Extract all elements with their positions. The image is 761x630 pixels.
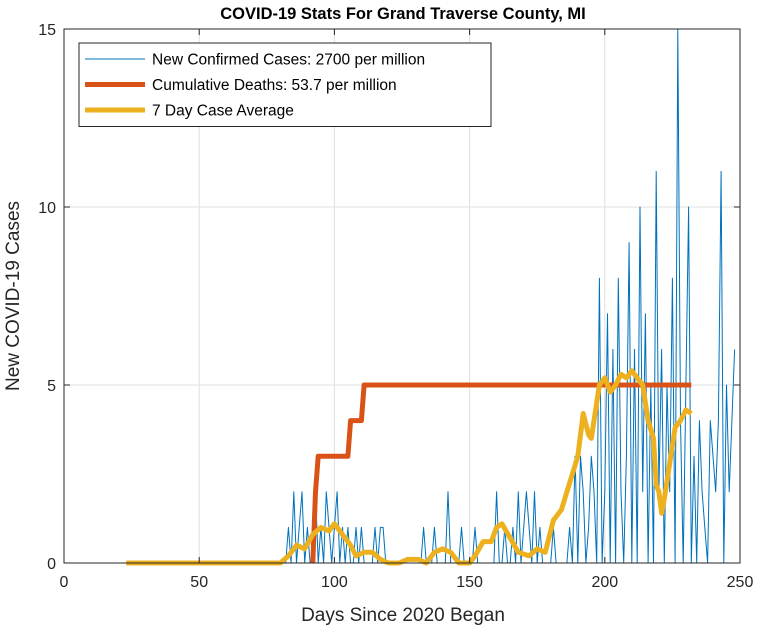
chart-title: COVID-19 Stats For Grand Traverse County… — [220, 5, 586, 23]
legend-label-2: Cumulative Deaths: 53.7 per million — [152, 77, 397, 94]
series-line-3 — [126, 368, 693, 566]
axes-box — [63, 28, 741, 564]
x-tick-label: 0 — [60, 574, 69, 591]
legend: New Confirmed Cases: 2700 per million Cum… — [78, 42, 492, 127]
axes: 0 50 100 150 200 250 0 5 10 15 — [38, 22, 753, 591]
legend-label-3: 7 Day Case Average — [152, 103, 294, 120]
y-tick-label: 0 — [47, 556, 56, 573]
x-tick-label: 200 — [591, 574, 618, 591]
x-axis-label: Days Since 2020 Began — [301, 605, 505, 626]
y-tick-label: 5 — [47, 378, 56, 395]
x-tick-label: 100 — [321, 574, 348, 591]
legend-box — [78, 42, 492, 127]
x-tick-label: 50 — [190, 574, 208, 591]
series-line-2 — [310, 382, 692, 564]
x-tick-label: 250 — [727, 574, 754, 591]
legend-label-1: New Confirmed Cases: 2700 per million — [152, 52, 425, 69]
x-tick-label: 150 — [456, 574, 483, 591]
y-tick-label: 10 — [38, 200, 56, 217]
y-axis-label: New COVID-19 Cases — [3, 201, 24, 391]
y-tick-label: 15 — [38, 22, 56, 39]
